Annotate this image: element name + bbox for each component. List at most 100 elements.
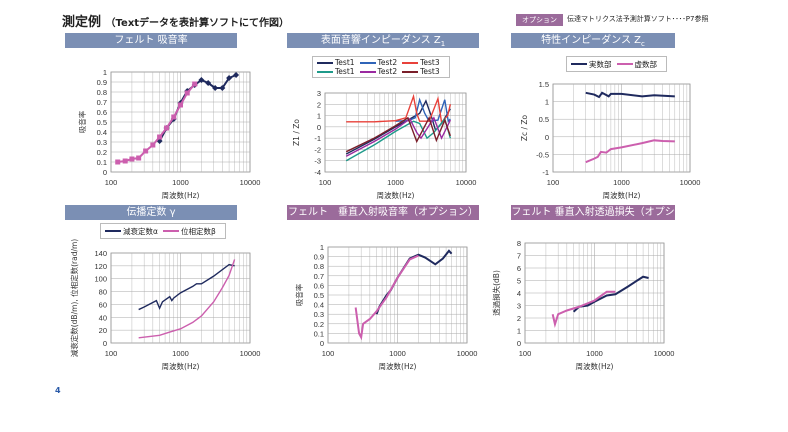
y-axis-label: 吸音率 [294,283,304,306]
y-tick-label: 0.3 [97,138,107,147]
data-point-diamond [212,85,219,91]
y-axis-label: 減衰定数(dB/m), 位相定数(rad/m) [69,239,79,358]
data-point-square [122,158,128,164]
y-axis-label: Zc / Zo [520,114,529,141]
y-tick-label: 2 [317,100,321,109]
legend-label: 位相定数β [180,226,216,236]
x-axis-label: 周波数(Hz) [377,190,415,200]
data-point-square [192,81,198,87]
legend-label: Test3 [420,58,440,67]
legend-label: Test1 [335,67,355,76]
legend-swatch [105,230,121,232]
legend-item: Test1 [317,67,355,76]
option-badge: オプション [516,14,563,26]
y-tick-label: 1 [517,327,521,336]
legend-label: Test2 [377,58,398,67]
y-tick-label: 0 [517,339,521,348]
legend-item: Test2 [359,58,398,67]
legend-swatch [359,70,376,73]
panel-header-transmission-loss: フェルト 垂直入射透過損失（オプション） [511,205,675,233]
series-line [585,139,675,164]
x-tick-label: 1000 [586,349,603,358]
x-tick-label: 10000 [240,178,261,187]
series-line [345,116,451,157]
x-tick-label: 10000 [240,349,261,358]
y-tick-label: 1 [317,112,321,121]
y-tick-label: 0 [317,123,321,132]
y-tick-label: 0 [103,339,107,348]
y-tick-label: -1 [542,168,549,177]
data-point-diamond [198,77,205,83]
x-axis-label: 周波数(Hz) [379,361,417,371]
y-tick-label: 0.9 [314,253,324,262]
legend-item: 虚数部 [616,59,657,70]
data-point-diamond [233,72,240,78]
y-tick-label: -4 [314,168,321,177]
legend-item: Test3 [402,67,440,76]
legend-swatch [402,61,419,64]
y-tick-label: 0.5 [314,291,324,300]
legend-item: Test3 [402,58,440,67]
legend-swatch [162,230,179,232]
chart-legend: Test1 Test2 Test3 Test1 Test2 Test3 [312,56,450,78]
x-axis-label: 周波数(Hz) [576,361,614,371]
y-tick-label: 6 [517,264,521,273]
y-tick-label: 0.4 [97,128,107,137]
y-tick-label: 0 [320,339,324,348]
chart-legend: 減衰定数α 位相定数β [100,223,226,239]
x-tick-label: 100 [105,349,118,358]
y-axis-label: 透過損失(dB) [491,270,501,316]
legend-item: 実数部 [571,59,612,70]
legend-item: 減衰定数α [105,226,158,237]
x-tick-label: 100 [519,349,532,358]
panel-header-absorption: フェルト 吸音率 [65,33,237,48]
y-tick-label: 0.2 [97,148,107,157]
x-tick-label: 10000 [680,178,701,187]
y-tick-label: 0 [103,168,107,177]
x-axis-label: 周波数(Hz) [603,190,641,200]
panel-header-surface-impedance: 表面音響インピーダンス Z1 [287,33,479,48]
y-tick-label: 0.9 [97,78,107,87]
legend-label: 減衰定数α [123,226,158,236]
data-point-square [143,148,149,154]
x-tick-label: 100 [547,178,560,187]
legend-label: Test3 [420,67,440,76]
data-point-square [157,134,163,140]
legend-swatch [402,70,419,73]
series-line [585,91,675,99]
y-tick-label: 0.1 [97,158,107,167]
y-tick-label: 0 [545,133,549,142]
y-tick-label: 120 [94,262,107,271]
y-tick-label: 0.5 [539,115,549,124]
data-point-square [136,155,142,161]
x-tick-label: 100 [322,349,335,358]
panel-header-normal-absorption: フェルト 垂直入射吸音率（オプション） [287,205,479,220]
series-line [345,117,452,162]
chart-legend: 実数部 虚数部 [566,56,667,72]
panel-header-characteristic-impedance: 特性インピーダンス Zc [511,33,675,48]
y-tick-label: 0.8 [314,262,324,271]
page-title: 測定例 （Textデータを表計算ソフトにて作図） [62,15,290,30]
legend-swatch [317,70,333,73]
x-tick-label: 1000 [613,178,630,187]
legend-swatch [359,61,376,64]
data-point-square [115,159,121,165]
y-tick-label: 8 [517,239,521,248]
series-line [395,97,451,123]
data-point-square [184,90,190,96]
legend-label: Test2 [377,67,398,76]
y-tick-label: 2 [517,314,521,323]
x-tick-label: 10000 [654,349,675,358]
y-tick-label: 40 [99,313,107,322]
y-tick-label: 5 [517,277,521,286]
y-tick-label: 3 [517,302,521,311]
x-tick-label: 10000 [457,349,478,358]
y-tick-label: 0.2 [314,320,324,329]
y-axis-label: Z1 / Zo [292,119,301,146]
legend-label: 実数部 [589,59,612,69]
y-tick-label: 20 [99,326,107,335]
series-line [138,263,235,311]
y-tick-label: 0.5 [97,118,107,127]
legend-label: Test1 [335,58,355,67]
legend-item: Test2 [359,67,398,76]
